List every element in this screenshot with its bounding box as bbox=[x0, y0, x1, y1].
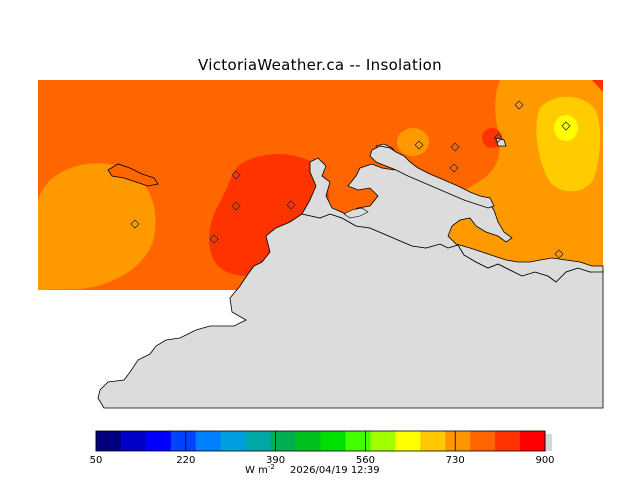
islet-mid bbox=[343, 207, 369, 219]
colorbar-tick-label: 560 bbox=[356, 455, 375, 466]
colorbar-swatches bbox=[95, 430, 552, 452]
islet-east bbox=[495, 137, 507, 147]
islet-west bbox=[107, 163, 159, 187]
station-marker[interactable] bbox=[493, 133, 503, 143]
colorbar-swatch bbox=[195, 431, 222, 451]
colorbar-swatch bbox=[345, 431, 371, 451]
colorbar-swatch bbox=[520, 431, 546, 451]
station-marker[interactable] bbox=[231, 170, 241, 180]
colorbar-unit-superscript: -2 bbox=[268, 463, 275, 471]
colorbar-swatch bbox=[445, 431, 471, 451]
colorbar-swatch bbox=[245, 431, 272, 451]
colorbar-extension bbox=[545, 434, 552, 451]
colorbar-swatch bbox=[320, 431, 346, 451]
colorbar-ticks: 50 220 390 560 730 900 bbox=[90, 431, 555, 466]
colorbar-swatch bbox=[120, 431, 147, 451]
colorbar-swatch bbox=[420, 431, 446, 451]
colorbar-swatch bbox=[96, 431, 122, 451]
colorbar-swatch bbox=[170, 431, 197, 451]
colorbar-swatch bbox=[395, 431, 421, 451]
colorbar-tick-label: 900 bbox=[535, 455, 554, 466]
colorbar-swatch bbox=[145, 431, 172, 451]
contour-warm-central bbox=[209, 154, 329, 276]
station-marker[interactable] bbox=[231, 201, 241, 211]
station-marker[interactable] bbox=[450, 142, 460, 152]
land-masses bbox=[97, 137, 604, 409]
colorbar-tick-label: 730 bbox=[446, 455, 465, 466]
colorbar-swatch bbox=[495, 431, 521, 451]
station-marker[interactable] bbox=[554, 249, 564, 259]
contour-warm-corner bbox=[592, 80, 603, 92]
station-marker[interactable] bbox=[514, 100, 524, 110]
contour-peak-east bbox=[554, 115, 578, 141]
contour-higher-east bbox=[536, 96, 601, 192]
station-marker[interactable] bbox=[209, 234, 219, 244]
station-marker[interactable] bbox=[449, 163, 459, 173]
colorbar-tick-label: 390 bbox=[266, 455, 285, 466]
colorbar-swatch bbox=[470, 431, 496, 451]
colorbar-swatch bbox=[270, 431, 297, 451]
map-title: VictoriaWeather.ca -- Insolation bbox=[198, 56, 442, 74]
colorbar-tick-label: 220 bbox=[176, 455, 195, 466]
station-marker[interactable] bbox=[414, 140, 424, 150]
station-marker[interactable] bbox=[561, 121, 571, 131]
station-marker[interactable] bbox=[286, 200, 296, 210]
landmass-peninsula bbox=[301, 143, 604, 283]
colorbar-swatch bbox=[295, 431, 321, 451]
colorbar-tick-label: 50 bbox=[90, 455, 103, 466]
contour-high-north bbox=[397, 128, 429, 156]
colorbar-unit: W m-2 bbox=[245, 463, 275, 476]
station-marker[interactable] bbox=[130, 219, 140, 229]
colorbar-timestamp: 2026/04/19 12:39 bbox=[290, 465, 380, 476]
station-markers bbox=[130, 100, 571, 259]
island-north bbox=[369, 145, 495, 209]
colorbar-swatch bbox=[220, 431, 247, 451]
colorbar-swatch bbox=[370, 431, 396, 451]
contour-high-west bbox=[38, 163, 156, 290]
